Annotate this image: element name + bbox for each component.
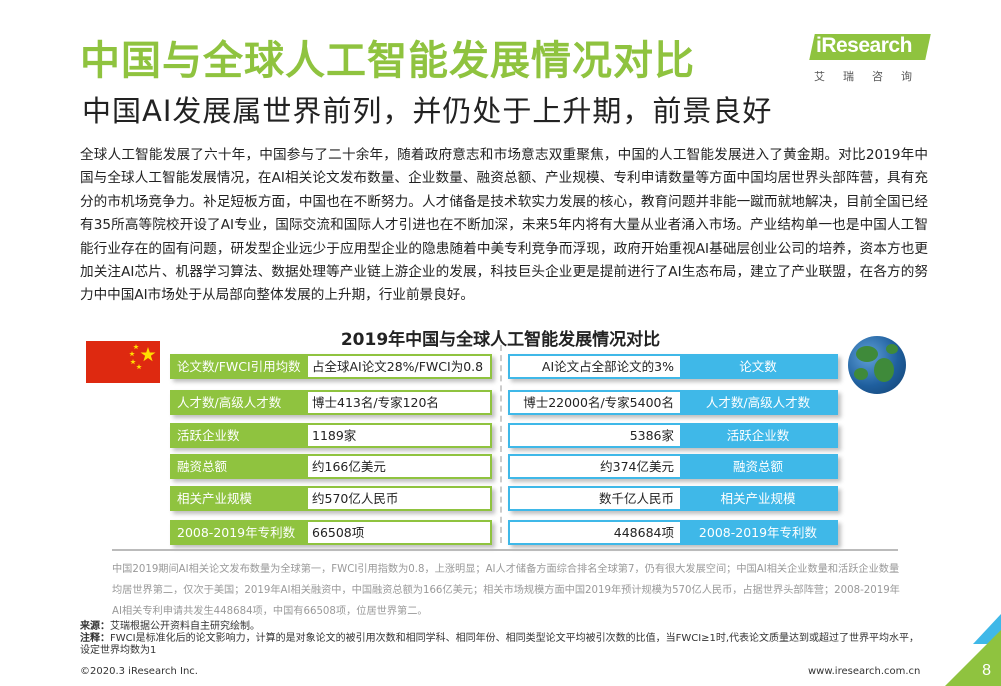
global-row-funding: 约374亿美元 融资总额 bbox=[508, 454, 838, 479]
global-row-value: 约374亿美元 bbox=[600, 459, 674, 474]
remark-label: 注释： bbox=[80, 633, 110, 644]
china-row-industry: 相关产业规模 约570亿人民币 bbox=[170, 486, 492, 511]
copyright: ©2020.3 iResearch Inc. bbox=[80, 666, 198, 677]
china-row-papers: 论文数/FWCI引用均数 占全球AI论文28%/FWCI为0.8 bbox=[170, 354, 492, 379]
remark-text: FWCI是标准化后的论文影响力，计算的是对象论文的被引用次数和相同学科、相同年份… bbox=[80, 633, 920, 656]
china-row-label: 融资总额 bbox=[172, 456, 308, 477]
global-row-companies: 5386家 活跃企业数 bbox=[508, 423, 838, 448]
global-row-papers: AI论文占全部论文的3% 论文数 bbox=[508, 354, 838, 379]
page-title: 中国与全球人工智能发展情况对比 bbox=[80, 38, 695, 84]
page-subtitle: 中国AI发展属世界前列，并仍处于上升期，前景良好 bbox=[82, 94, 773, 128]
china-row-label: 相关产业规模 bbox=[172, 488, 308, 509]
global-row-value: 5386家 bbox=[629, 428, 674, 443]
global-row-talent: 博士22000名/专家5400名 人才数/高级人才数 bbox=[508, 390, 838, 415]
iresearch-logo: iResearch 艾瑞咨询 bbox=[809, 26, 931, 88]
china-row-value: 博士413名/专家120名 bbox=[312, 395, 439, 410]
china-row-label: 2008-2019年专利数 bbox=[172, 522, 308, 543]
source-line: 来源：艾瑞根据公开资料自主研究绘制。 bbox=[80, 621, 920, 633]
global-row-label: 论文数 bbox=[680, 356, 836, 377]
china-flag-stars bbox=[129, 344, 156, 370]
center-divider bbox=[500, 345, 502, 543]
logo-cn-name: 艾瑞咨询 bbox=[814, 70, 930, 83]
china-row-value: 66508项 bbox=[312, 525, 365, 540]
china-row-talent: 人才数/高级人才数 博士413名/专家120名 bbox=[170, 390, 492, 415]
remark-line: 注释：FWCI是标准化后的论文影响力，计算的是对象论文的被引用次数和相同学科、相… bbox=[80, 633, 920, 657]
source-and-remarks: 来源：艾瑞根据公开资料自主研究绘制。 注释：FWCI是标准化后的论文影响力，计算… bbox=[80, 621, 920, 657]
table-title: 2019年中国与全球人工智能发展情况对比 bbox=[340, 330, 661, 350]
global-row-label: 相关产业规模 bbox=[680, 488, 836, 509]
global-row-patents: 448684项 2008-2019年专利数 bbox=[508, 520, 838, 545]
china-row-value: 约166亿美元 bbox=[312, 459, 386, 474]
china-row-label: 论文数/FWCI引用均数 bbox=[172, 356, 308, 377]
china-flag-icon bbox=[86, 341, 160, 383]
global-row-value: AI论文占全部论文的3% bbox=[541, 359, 674, 374]
global-row-label: 2008-2019年专利数 bbox=[680, 522, 836, 543]
china-row-label: 活跃企业数 bbox=[172, 425, 308, 446]
china-row-patents: 2008-2019年专利数 66508项 bbox=[170, 520, 492, 545]
body-paragraph: 全球人工智能发展了六十年，中国参与了二十余年，随着政府意志和市场意志双重聚焦，中… bbox=[80, 147, 928, 304]
global-row-label: 人才数/高级人才数 bbox=[680, 392, 836, 413]
page-number: 8 bbox=[982, 662, 991, 679]
global-row-label: 融资总额 bbox=[680, 456, 836, 477]
logo-brand: iResearch bbox=[816, 34, 912, 57]
global-row-value: 数千亿人民币 bbox=[598, 491, 674, 506]
china-row-label: 人才数/高级人才数 bbox=[172, 392, 308, 413]
china-row-value: 占全球AI论文28%/FWCI为0.8 bbox=[312, 359, 484, 374]
website-url: www.iresearch.com.cn bbox=[808, 666, 921, 677]
global-row-value: 448684项 bbox=[613, 525, 674, 540]
china-row-value: 1189家 bbox=[312, 428, 357, 443]
source-text: 艾瑞根据公开资料自主研究绘制。 bbox=[110, 621, 260, 632]
china-row-companies: 活跃企业数 1189家 bbox=[170, 423, 492, 448]
china-row-funding: 融资总额 约166亿美元 bbox=[170, 454, 492, 479]
corner-decoration-green bbox=[945, 630, 1001, 686]
global-row-value: 博士22000名/专家5400名 bbox=[523, 395, 674, 410]
global-row-industry: 数千亿人民币 相关产业规模 bbox=[508, 486, 838, 511]
table-bottom-rule bbox=[112, 549, 898, 551]
china-row-value: 约570亿人民币 bbox=[312, 491, 399, 506]
global-row-label: 活跃企业数 bbox=[680, 425, 836, 446]
globe-icon bbox=[848, 336, 906, 394]
summary-note: 中国2019期间AI相关论文发布数量为全球第一，FWCI引用指数为0.8，上涨明… bbox=[112, 564, 900, 617]
source-label: 来源： bbox=[80, 621, 110, 632]
